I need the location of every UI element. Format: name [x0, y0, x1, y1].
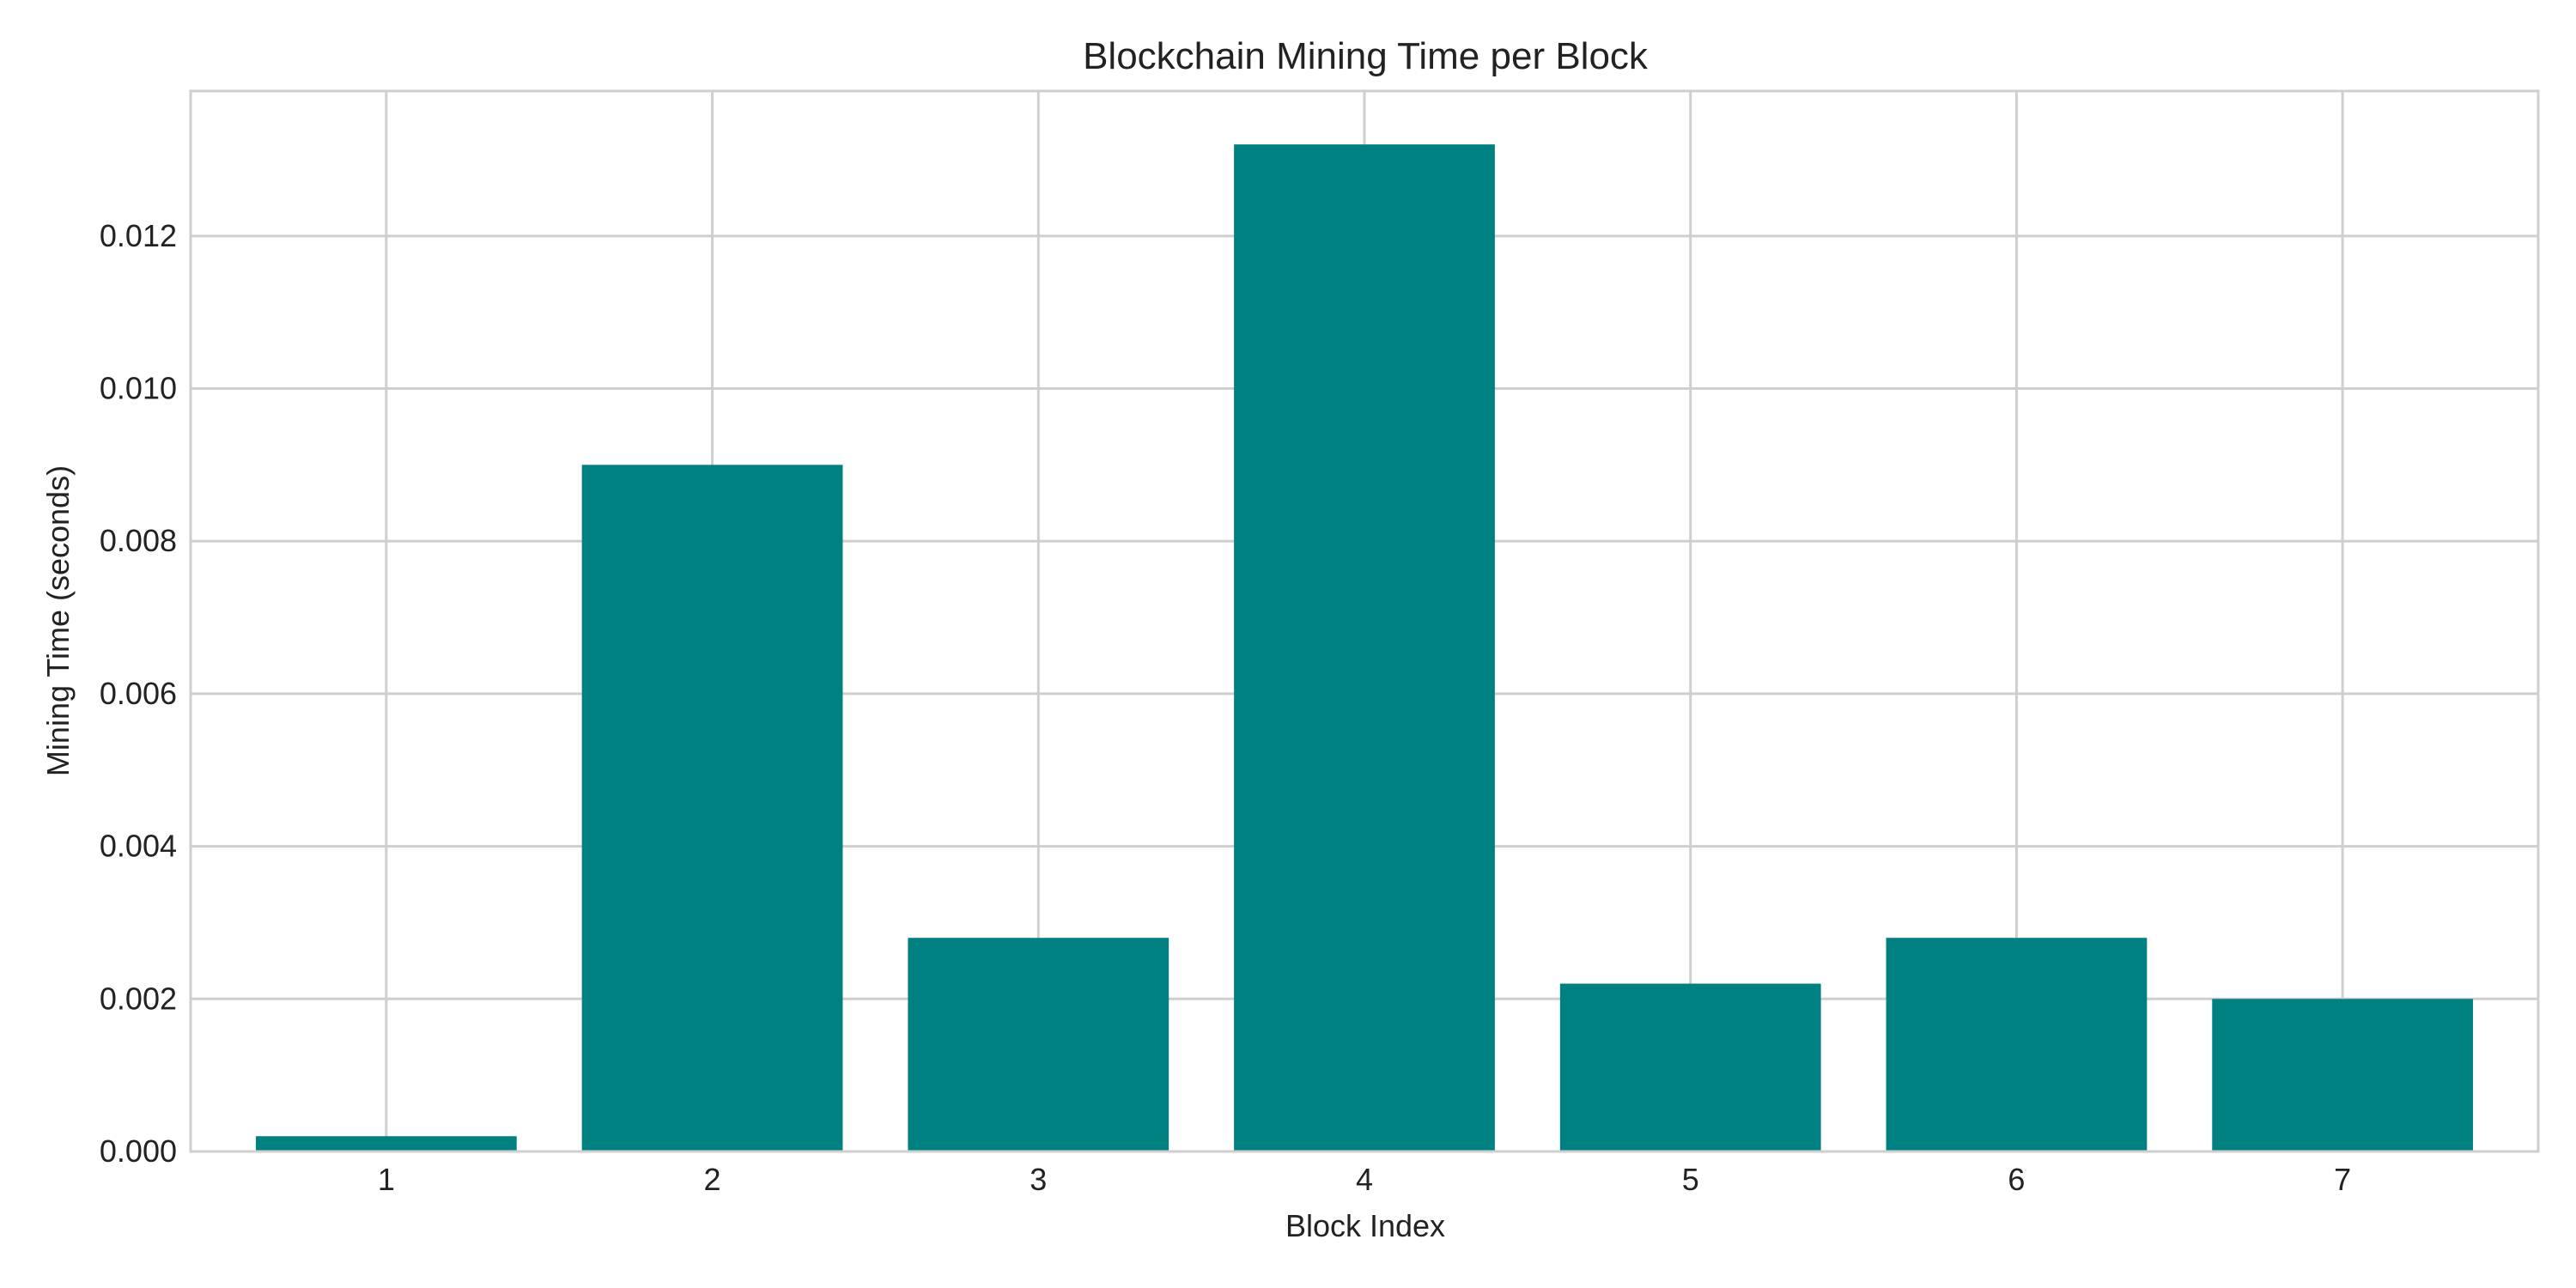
x-tick-label: 1	[378, 1162, 395, 1197]
x-tick-label: 6	[2008, 1162, 2025, 1197]
x-tick-label: 4	[1356, 1162, 1373, 1197]
bar-block-3	[908, 938, 1170, 1151]
y-tick-label: 0.000	[100, 1133, 177, 1169]
bar-block-4	[1234, 144, 1495, 1152]
y-tick-label: 0.004	[100, 829, 177, 864]
y-tick-label: 0.012	[100, 218, 177, 253]
bar-block-7	[2212, 999, 2474, 1151]
x-tick-label: 2	[704, 1162, 721, 1197]
x-tick-label: 3	[1030, 1162, 1047, 1197]
y-tick-label: 0.010	[100, 371, 177, 406]
x-ticks-layer: 1 2 3 4 5 6 7	[378, 1162, 2351, 1197]
x-tick-label: 5	[1682, 1162, 1699, 1197]
x-axis-label: Block Index	[1285, 1208, 1445, 1243]
plot-frame	[189, 89, 2540, 1153]
bar-block-5	[1559, 983, 1821, 1151]
x-tick-label: 7	[2334, 1162, 2351, 1197]
y-tick-label: 0.008	[100, 523, 177, 558]
y-tick-label: 0.006	[100, 676, 177, 711]
y-axis-label: Mining Time (seconds)	[40, 465, 76, 776]
chart-title: Blockchain Mining Time per Block	[1083, 35, 1649, 77]
bar-block-1	[255, 1136, 517, 1151]
bar-block-6	[1886, 938, 2148, 1151]
y-tick-label: 0.002	[100, 981, 177, 1016]
y-ticks-layer: 0.000 0.002 0.004 0.006 0.008 0.010 0.012	[100, 218, 177, 1169]
bar-block-2	[581, 465, 843, 1151]
bars-layer	[255, 144, 2474, 1152]
